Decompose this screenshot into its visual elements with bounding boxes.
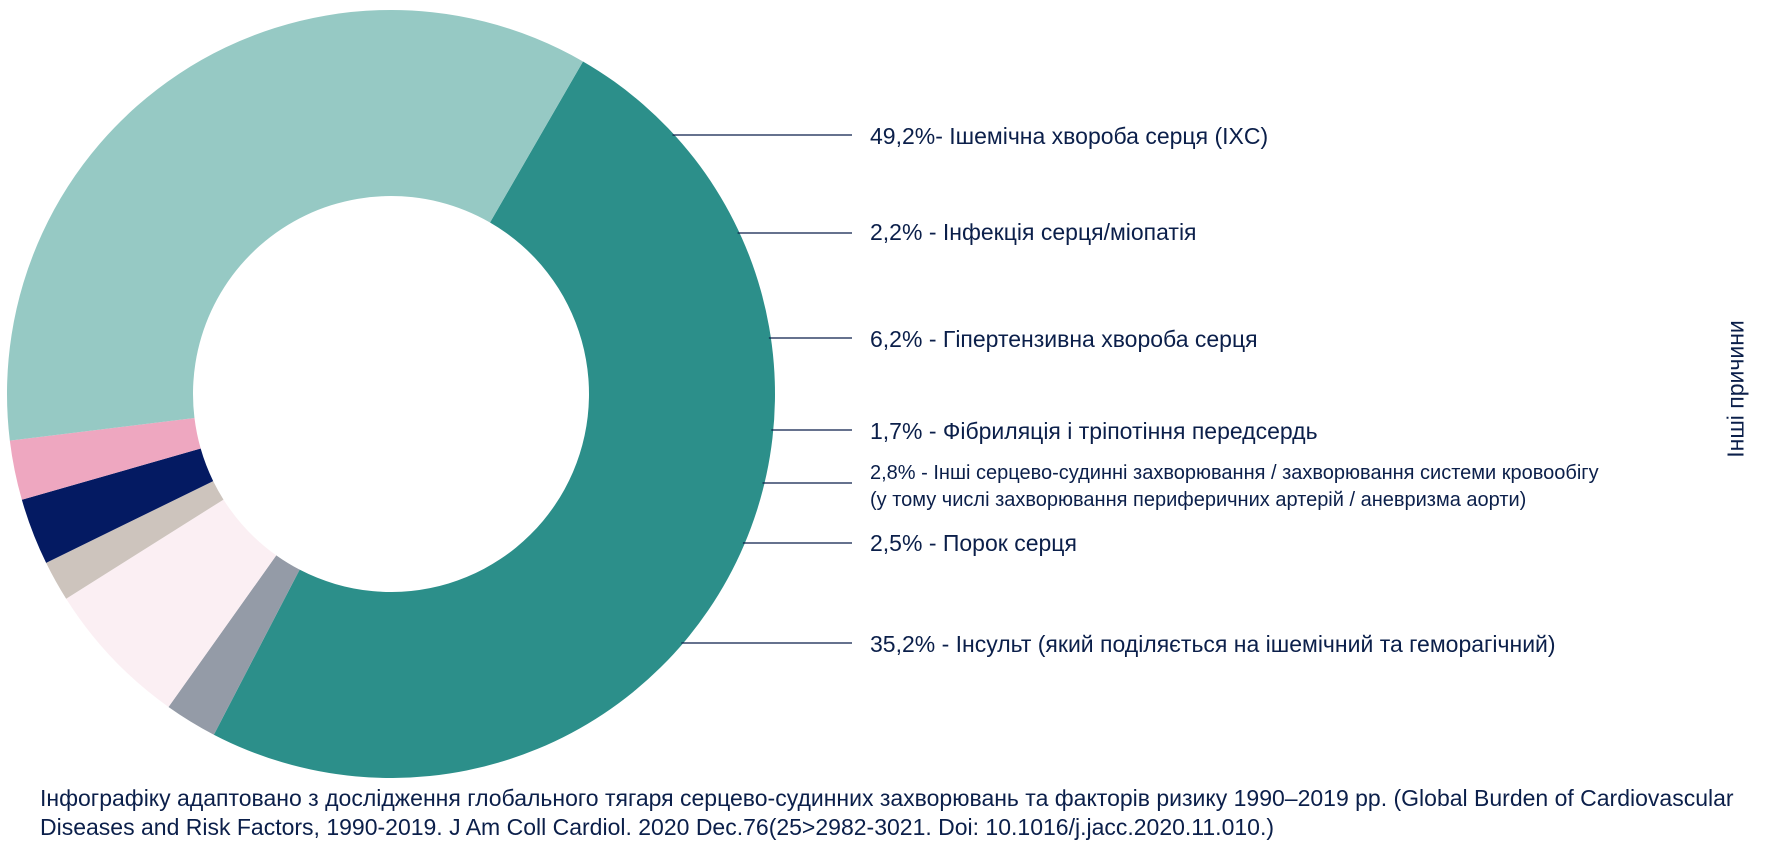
- label-afib: 1,7% - Фібриляція і тріпотіння передсерд…: [870, 418, 1318, 444]
- slice-hypertensive: [66, 499, 277, 707]
- leader-lines: [672, 134, 852, 644]
- label-other-cvd-line1: 2,8% - Інші серцево-судинні захворювання…: [870, 462, 1599, 484]
- label-other-cvd: 2,8% - Інші серцево-судинні захворювання…: [870, 460, 1599, 514]
- label-ihd: 49,2%- Ішемічна хвороба серця (IXC): [870, 123, 1269, 149]
- donut-slices: [0, 10, 775, 778]
- slice-valve: [9, 418, 201, 500]
- label-other-cvd-line2: (у тому числі захворювання периферичних …: [870, 489, 1527, 511]
- slice-stroke: [7, 10, 584, 441]
- label-stroke: 35,2% - Інсульт (який поділяється на іше…: [870, 631, 1556, 657]
- label-hypertensive: 6,2% - Гіпертензивна хвороба серця: [870, 326, 1258, 352]
- source-footnote: Інфографіку адаптовано з дослідження гло…: [40, 785, 1734, 840]
- label-infection: 2,2% - Інфекція серця/міопатія: [870, 219, 1197, 245]
- slice-ihd: [213, 61, 775, 778]
- slice-other_cvd: [21, 448, 214, 563]
- other-causes-label: Інші причини: [1722, 320, 1749, 458]
- label-valve: 2,5% - Порок серця: [870, 530, 1077, 556]
- slice-infection: [168, 555, 300, 735]
- slice-afib: [46, 481, 224, 599]
